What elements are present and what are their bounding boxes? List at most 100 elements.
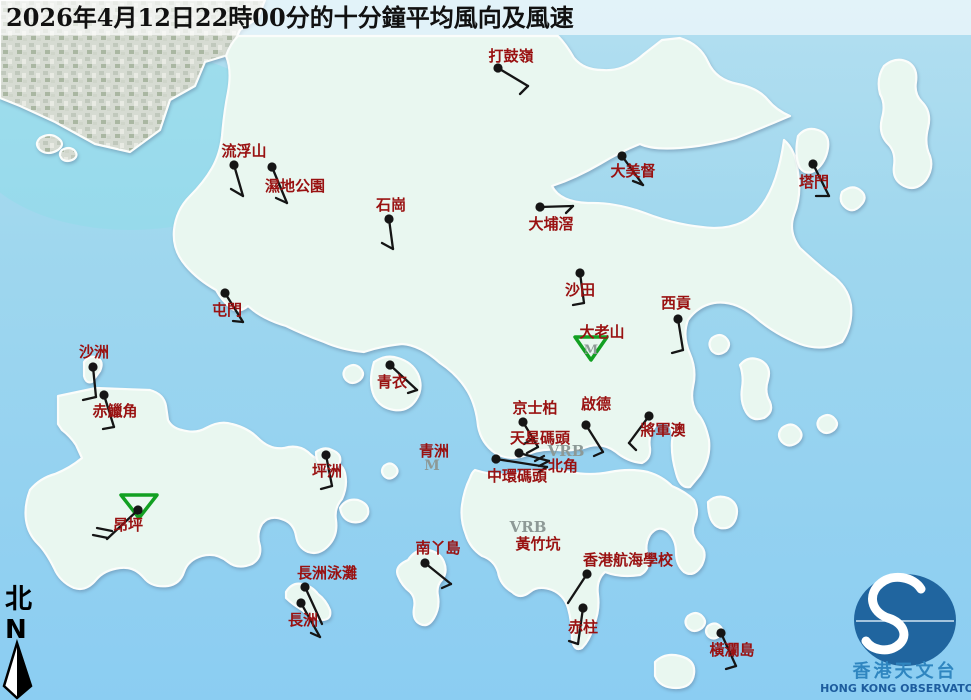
station-label: 屯門 [212,301,242,319]
wind-barb-feather [567,639,580,646]
wind-barb-feather [564,204,575,215]
wind-barb-feather [525,445,540,455]
wind-barb-shaft [578,271,586,305]
station-label: 大美督 [610,162,655,180]
station-label: 青衣 [377,373,407,391]
landmass-new-territories [172,34,853,489]
wind-barb-shaft [105,508,140,541]
station-label: 大埔滘 [528,215,573,233]
station-label: 打鼓嶺 [488,47,533,65]
islands-port-shelter-1 [777,423,803,447]
station-label: 將軍澳 [640,421,686,439]
island-kau-sai-chau [738,357,773,421]
station: 長洲 [288,598,322,639]
station-label: 北角 [548,457,578,475]
wind-barb-feather [592,450,605,458]
wind-note: VRB [547,442,585,460]
wind-barb-shaft [496,66,530,88]
hko-logo-name-zh: 香港天文台 [852,660,958,682]
station: 香港航海學校 [566,551,674,605]
station: 沙洲 [79,343,109,402]
wind-barb-shaft [627,414,651,445]
wind-note: M [424,458,440,474]
station: M 大老山 [573,323,625,362]
station-dot [518,417,528,427]
station-label: 京士柏 [512,399,557,417]
hko-logo: 香港天文台 HONG KONG OBSERVATORY [820,572,971,695]
wind-barb-feather [231,319,245,324]
wind-barb-feather [274,196,289,205]
station-dot [581,420,591,430]
wind-barb-shaft [538,204,575,209]
island-tsing-yi [369,355,422,412]
wind-barb-shaft [676,317,685,352]
station: 赤鱲角 [92,390,138,431]
wind-barb-feather [380,241,395,251]
wind-barb-feather [81,395,98,402]
station-label: 青洲 [419,442,449,460]
station: 濕地公園 [265,162,325,205]
wind-barb-feather [627,441,638,452]
station-dot [493,63,503,73]
wind-barb-feather [319,484,334,491]
station-triangle-marker [119,493,159,520]
wind-barb-feather [537,465,549,474]
station-dot [321,450,331,460]
station-label: 沙洲 [79,343,109,361]
station-dot [99,390,109,400]
station-dot [88,362,98,372]
station-dot [420,558,430,568]
wind-barb-shaft [91,365,98,399]
wind-barb-feather [95,526,114,533]
wind-note: VRB [509,518,547,536]
station: 大埔滘 [528,202,575,233]
wind-barb-shaft [270,165,289,205]
station-label: 天星碼頭 [510,429,571,447]
station-dot [384,214,394,224]
station: 青衣 [377,360,419,395]
compass: 北 N [2,584,33,700]
hko-logo-ellipse [854,574,956,666]
compass-label-n: N [5,615,27,645]
station: 沙田 [565,268,595,307]
station-label: 大老山 [579,323,624,341]
wind-barb-shaft [232,163,245,198]
station: 昂坪 [91,493,159,541]
station: M青洲 [419,442,449,474]
station-dot [296,598,306,608]
hko-logo-s-curve [861,572,926,655]
station-dot [220,288,230,298]
station-dot [716,628,726,638]
station-label: 橫瀾島 [709,641,754,659]
wind-barb-shaft [719,631,738,668]
wind-barb-shaft [324,453,334,488]
station: 中環碼頭 [487,454,549,485]
wind-barb-shaft [299,601,322,639]
station-dot [575,268,585,278]
station-label: 南丫島 [415,539,460,557]
island-lantau [24,386,348,591]
station-triangle-marker [573,335,609,362]
station: 流浮山 [221,142,267,198]
wind-barb-feather [724,664,738,671]
wind-barb-feather [406,388,419,395]
map-title: 2026年4月12日22時00分的十分鐘平均風向及風速 [6,3,574,32]
island-hei-ling-chau [338,498,370,524]
wind-barb-shaft [811,162,831,198]
station-dot [578,603,588,613]
islet-deep-bay-2 [58,146,78,163]
station: 打鼓嶺 [488,47,534,96]
wind-barb-feather [571,301,586,307]
wind-barb-feather [533,454,546,463]
station-dot [673,314,683,324]
compass-label-zh: 北 [5,584,32,615]
island-ma-wan [342,363,365,385]
station-dot [133,505,143,515]
island-grass [839,186,866,212]
station: 啟德 [581,395,611,458]
station: 南丫島 [415,539,461,590]
station-label: 塔門 [799,173,829,191]
wind-barb-shaft [584,423,605,454]
wind-barb-feather [670,348,685,355]
